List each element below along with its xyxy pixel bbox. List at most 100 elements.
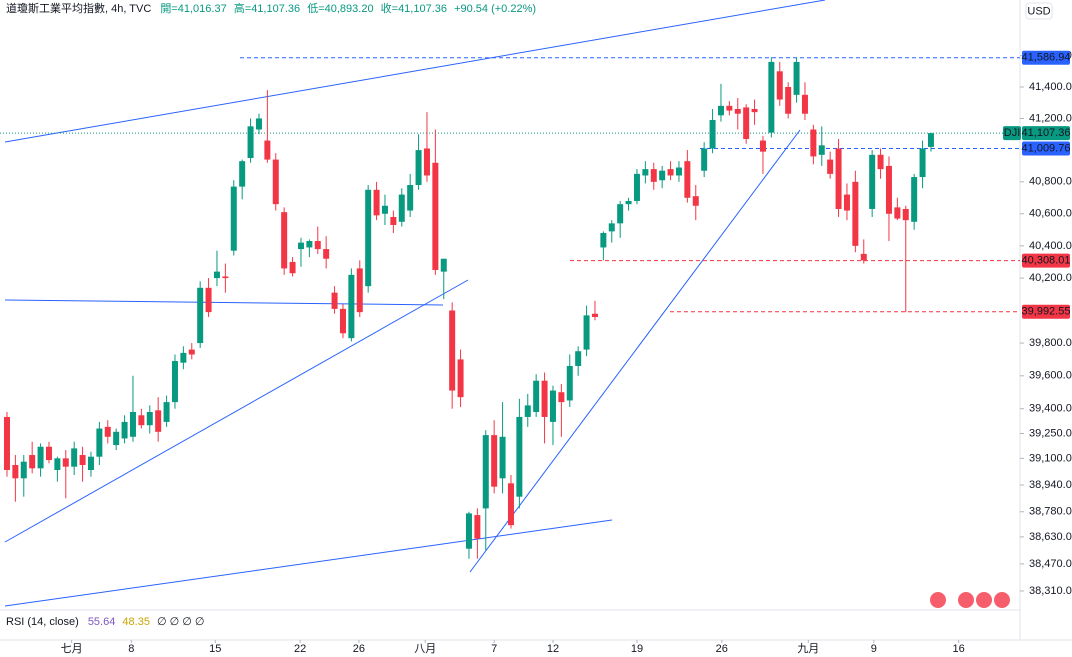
candle-body [751, 108, 758, 113]
candle-body [138, 415, 145, 426]
candle-body [71, 448, 78, 467]
trend-line [4, 279, 469, 543]
candle-body [29, 455, 36, 469]
candle-body [533, 380, 540, 412]
y-tick-label: 39,400.00 [1029, 403, 1072, 415]
price-label: 39,992.55 [1022, 306, 1071, 318]
y-tick-label: 40,200.00 [1029, 272, 1072, 284]
candle-body [306, 241, 313, 248]
candle-body [608, 223, 615, 232]
candle-body [348, 274, 355, 339]
price-label-box [1022, 253, 1070, 268]
y-tick-label: 41,200.00 [1029, 112, 1072, 124]
candle-body [323, 249, 330, 259]
candle-body [877, 154, 884, 170]
candle-body [633, 173, 640, 201]
price-label-box [1022, 304, 1070, 319]
y-tick-label: 38,780.00 [1029, 506, 1072, 518]
candle-body [373, 189, 380, 216]
candle-body [835, 148, 842, 209]
candle-body [230, 186, 237, 251]
price-label-box [1022, 50, 1070, 65]
y-tick-label: 38,470.00 [1029, 558, 1072, 570]
candle-body [79, 455, 86, 466]
high: 高=41,107.36 [234, 1, 300, 15]
candle-body [113, 431, 120, 446]
candle-body [213, 271, 220, 279]
candle-body [499, 436, 506, 479]
candle-body [155, 410, 162, 432]
low: 低=40,893.20 [307, 2, 373, 15]
y-tick-label: 40,400.00 [1029, 240, 1072, 252]
candle-body [566, 365, 573, 401]
candle-body [281, 212, 288, 269]
candle-body [129, 411, 136, 437]
candle-body [684, 161, 691, 198]
candle-body [776, 71, 783, 100]
x-tick-label: 15 [209, 643, 221, 655]
candle-body [726, 105, 733, 111]
candle-body [768, 61, 775, 133]
price-label: 41,107.36 [1022, 127, 1071, 139]
candle-body [785, 86, 792, 114]
candle-body [474, 515, 481, 539]
trend-line [469, 129, 801, 573]
x-tick-label: 八月 [414, 643, 436, 655]
candle-body [491, 435, 498, 487]
candle-body [239, 161, 246, 187]
candle-body [188, 349, 195, 355]
candle-body [398, 194, 405, 222]
price-label: 40,308.01 [1022, 255, 1071, 267]
candle-body [465, 513, 472, 549]
y-tick-label: 39,100.00 [1029, 452, 1072, 464]
y-tick-label: 39,800.00 [1029, 337, 1072, 349]
x-tick-label: 七月 [61, 642, 83, 655]
x-tick-label: 26 [353, 643, 365, 655]
y-tick-label: 39,250.00 [1029, 427, 1072, 439]
candle-body [734, 108, 741, 114]
candle-body [692, 196, 699, 206]
event-icons [930, 592, 1010, 608]
candle-body [163, 402, 170, 422]
candle-body [793, 61, 800, 95]
candle-body [843, 194, 850, 211]
candle-body [415, 150, 422, 186]
candle-body [247, 126, 254, 158]
trend-line [4, 519, 613, 607]
candle-body [423, 148, 430, 176]
x-tick-label: 16 [953, 643, 965, 655]
candle-body [625, 200, 632, 205]
candle-body [558, 392, 565, 403]
candle-body [583, 315, 590, 350]
candle-body [96, 428, 103, 457]
candle-body [885, 165, 892, 214]
candle-body [701, 148, 708, 171]
candle-body [675, 167, 682, 176]
candle-body [407, 185, 414, 211]
x-tick-label: 7 [491, 643, 497, 655]
currency-button[interactable] [1025, 2, 1053, 20]
candle-body [709, 120, 716, 149]
price-label: 41,009.76 [1022, 142, 1071, 154]
candle-body [289, 261, 296, 274]
x-tick-label: 19 [631, 643, 643, 655]
candle-body [457, 359, 464, 398]
price-label-box [1022, 126, 1070, 141]
candle-body [87, 456, 94, 470]
candle-body [356, 268, 363, 313]
candle-body [650, 169, 657, 182]
candle-body [482, 435, 489, 509]
candle-body [390, 216, 397, 225]
candle-body [12, 465, 19, 479]
price-label: 41,586.94 [1022, 52, 1071, 64]
candle-body [381, 205, 388, 214]
candle-body [297, 242, 304, 250]
candle-body [121, 421, 128, 439]
candle-body [659, 170, 666, 181]
candle-body [365, 189, 372, 287]
candle-body [146, 411, 153, 426]
candle-body [171, 361, 178, 403]
candle-body [617, 204, 624, 224]
